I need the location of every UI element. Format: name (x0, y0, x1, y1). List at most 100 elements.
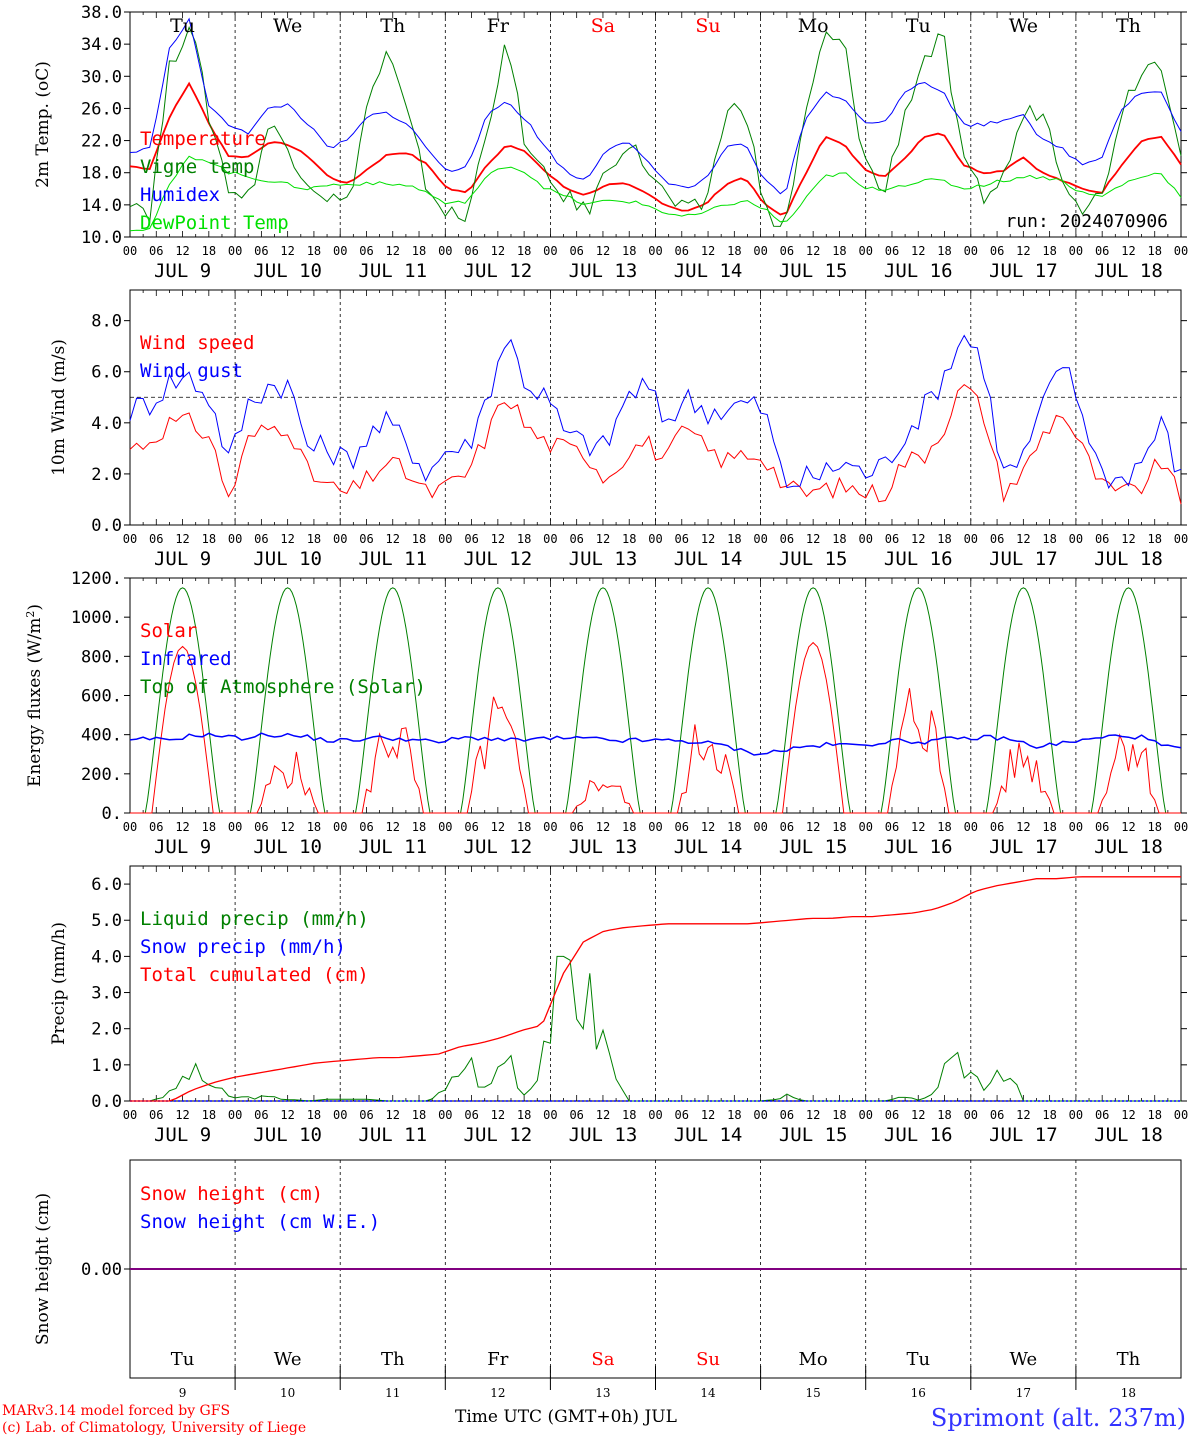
legend-entry: Snow height (cm W.E.) (140, 1211, 380, 1233)
hour-label: 18 (1042, 1108, 1056, 1122)
hour-label: 12 (806, 820, 820, 834)
hour-label: 12 (911, 244, 925, 258)
series-solar (130, 641, 1181, 814)
hour-label: 18 (727, 244, 741, 258)
hour-label: 12 (386, 1108, 400, 1122)
hour-label: 12 (701, 1108, 715, 1122)
weekday-label: Th (381, 1349, 405, 1370)
hour-label: 12 (596, 532, 610, 546)
hour-label: 00 (228, 1108, 242, 1122)
hour-label: 18 (727, 820, 741, 834)
hour-label: 06 (1095, 1108, 1109, 1122)
hour-label: 06 (464, 244, 478, 258)
legend-entry: Total cumulated (cm) (140, 964, 369, 986)
hour-label: 18 (1147, 532, 1161, 546)
time-axis-title: Time UTC (GMT+0h) JUL (455, 1407, 677, 1427)
day-number-label: 17 (1016, 1386, 1031, 1400)
date-label: JUL 9 (154, 260, 211, 282)
hour-label: 06 (149, 532, 163, 546)
y-tick-label: 2.0 (91, 1020, 122, 1040)
date-label: JUL 18 (1094, 836, 1163, 858)
hour-label: 18 (1042, 820, 1056, 834)
hour-label: 18 (727, 532, 741, 546)
hour-label: 06 (675, 1108, 689, 1122)
hour-label: 00 (858, 820, 872, 834)
hour-label: 12 (701, 244, 715, 258)
hour-label: 00 (964, 244, 978, 258)
series-vigne-temp (129, 26, 1182, 227)
hour-label: 06 (254, 1108, 268, 1122)
hour-label: 18 (622, 1108, 636, 1122)
hour-label: 00 (438, 532, 452, 546)
hour-label: 12 (1121, 820, 1135, 834)
hour-label: 18 (517, 532, 531, 546)
day-number-label: 14 (700, 1386, 716, 1400)
hour-label: 12 (806, 1108, 820, 1122)
date-label: JUL 10 (253, 836, 322, 858)
hour-label: 18 (937, 532, 951, 546)
date-label: JUL 10 (253, 1124, 322, 1146)
hour-label: 00 (1174, 820, 1188, 834)
hour-label: 18 (622, 244, 636, 258)
y-tick-label: 38.0 (81, 3, 122, 23)
hour-label: 00 (1069, 532, 1083, 546)
hour-label: 00 (753, 820, 767, 834)
hour-label: 18 (832, 244, 846, 258)
hour-label: 12 (806, 532, 820, 546)
date-label: JUL 18 (1094, 260, 1163, 282)
series-temperature (129, 81, 1182, 216)
hour-label: 06 (569, 244, 583, 258)
hour-label: 06 (990, 244, 1004, 258)
hour-label: 18 (307, 532, 321, 546)
hour-label: 06 (885, 244, 899, 258)
date-label: JUL 13 (569, 1124, 638, 1146)
y-tick-label: 1.0 (91, 1056, 122, 1076)
date-label: JUL 11 (358, 836, 427, 858)
hour-label: 06 (569, 532, 583, 546)
hour-label: 06 (990, 1108, 1004, 1122)
y-tick-label: 34.0 (81, 35, 122, 55)
hour-label: 18 (622, 532, 636, 546)
weekday-label: We (1010, 1349, 1038, 1370)
date-label: JUL 13 (569, 836, 638, 858)
hour-label: 18 (937, 244, 951, 258)
day-number-label: 10 (280, 1386, 295, 1400)
y-tick-label: 14.0 (81, 196, 122, 216)
weekday-label: Tu (171, 1349, 195, 1370)
hour-label: 12 (491, 820, 505, 834)
weekday-label: Su (696, 1349, 720, 1370)
y-tick-label: 6.0 (91, 363, 122, 383)
date-label: JUL 13 (569, 548, 638, 570)
y-axis-label: 10m Wind (m/s) (49, 339, 69, 476)
y-tick-label: 8.0 (91, 312, 122, 332)
hour-label: 06 (359, 1108, 373, 1122)
hour-label: 00 (858, 532, 872, 546)
hour-label: 00 (438, 244, 452, 258)
legend-entry: Humidex (140, 184, 220, 206)
date-label: JUL 17 (989, 836, 1058, 858)
date-label: JUL 10 (253, 260, 322, 282)
date-label: JUL 16 (884, 548, 953, 570)
y-tick-label: 30.0 (81, 67, 122, 87)
date-label: JUL 11 (358, 1124, 427, 1146)
hour-label: 06 (675, 532, 689, 546)
hour-label: 12 (386, 244, 400, 258)
date-label: JUL 18 (1094, 1124, 1163, 1146)
y-tick-label: 18.0 (81, 164, 122, 184)
hour-label: 00 (543, 820, 557, 834)
hour-label: 06 (149, 244, 163, 258)
legend-entry: Top of Atmosphere (Solar) (140, 676, 426, 698)
hour-label: 18 (1042, 244, 1056, 258)
panel-3: 00 06 12 18 00 06 12 18 00 06 12 18 00 06 12 18 00 06 12 18… (24, 569, 1189, 858)
hour-label: 12 (806, 244, 820, 258)
hour-label: 12 (175, 532, 189, 546)
y-tick-label: 0.0 (91, 516, 122, 536)
hour-label: 00 (438, 820, 452, 834)
hour-label: 12 (1121, 532, 1135, 546)
hour-label: 18 (202, 244, 216, 258)
hour-label: 06 (254, 820, 268, 834)
hour-label: 00 (228, 532, 242, 546)
hour-label: 12 (491, 244, 505, 258)
y-tick-label: 2.0 (91, 465, 122, 485)
